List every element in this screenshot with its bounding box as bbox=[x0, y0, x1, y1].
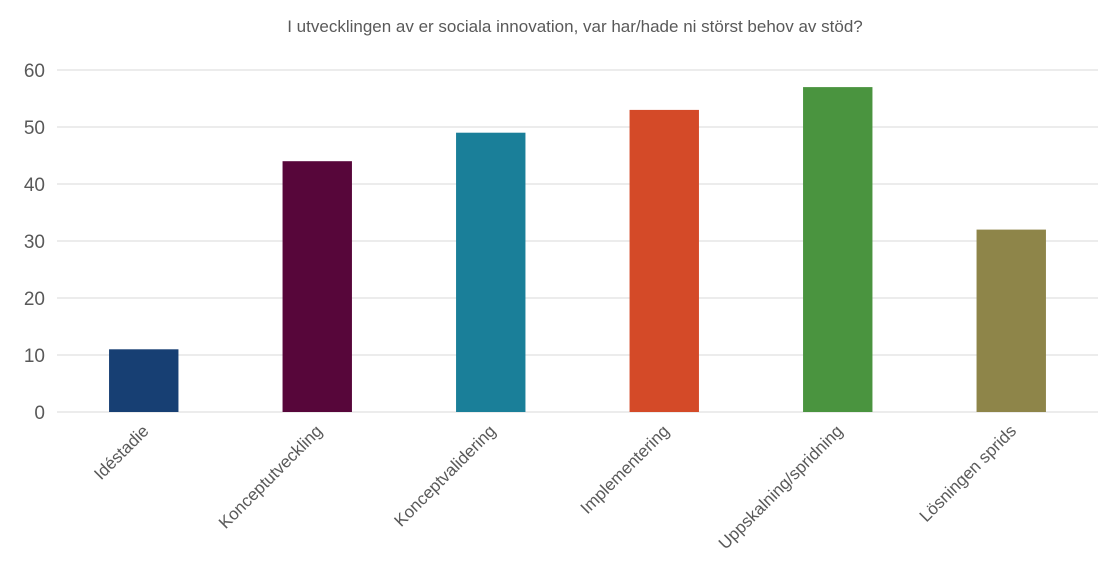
x-category-label: Idéstadie bbox=[90, 421, 152, 483]
y-tick-label: 30 bbox=[24, 232, 45, 253]
bar-3 bbox=[629, 109, 699, 413]
x-category-label: Lösningen sprids bbox=[916, 421, 1020, 525]
x-axis-labels: Idéstadie Konceptutveckling Konceptvalider… bbox=[90, 421, 1020, 553]
bar-4 bbox=[803, 87, 873, 412]
y-tick-label: 50 bbox=[24, 118, 45, 139]
chart-title: I utvecklingen av er sociala innovation,… bbox=[287, 17, 863, 36]
y-tick-label: 10 bbox=[24, 346, 45, 367]
x-category-label: Konceptutveckling bbox=[215, 421, 326, 532]
x-category-label: Konceptvalidering bbox=[391, 421, 500, 530]
gridlines bbox=[57, 69, 1098, 413]
bar-1 bbox=[282, 161, 352, 412]
bar-5 bbox=[976, 229, 1046, 412]
y-tick-label: 0 bbox=[34, 403, 45, 424]
y-tick-label: 40 bbox=[24, 175, 45, 196]
y-tick-label: 60 bbox=[24, 61, 45, 82]
bar-2 bbox=[456, 132, 526, 412]
y-tick-label: 20 bbox=[24, 289, 45, 310]
bars bbox=[109, 87, 1046, 413]
x-category-label: Uppskalning/spridning bbox=[715, 421, 847, 553]
y-axis-ticks: 0 10 20 30 40 50 60 bbox=[24, 61, 45, 424]
x-category-label: Implementering bbox=[577, 421, 673, 517]
bar-0 bbox=[109, 349, 179, 412]
